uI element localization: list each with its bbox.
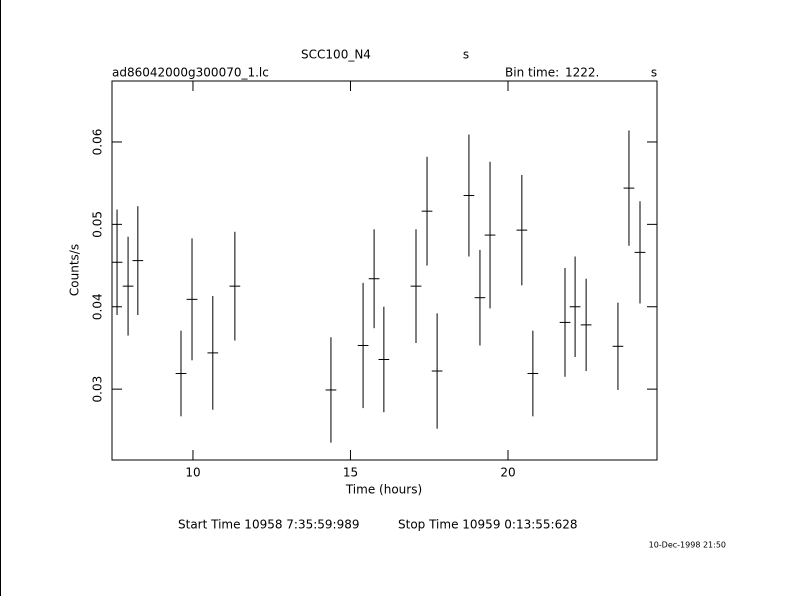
y-tick-label: 0.03 (91, 376, 105, 403)
x-tick-label: 15 (343, 466, 358, 480)
chart-title: SCC100_N4 (301, 48, 371, 62)
y-axis-label: Counts/s (68, 244, 82, 296)
file-name: ad86042000g300070_1.lc (112, 66, 269, 80)
plot-frame (111, 80, 658, 461)
x-tick-label: 20 (500, 466, 515, 480)
title-unit: s (463, 48, 469, 62)
start-time: Start Time 10958 7:35:59:989 (178, 518, 360, 532)
x-tick-label: 10 (185, 466, 200, 480)
y-tick-label: 0.05 (91, 211, 105, 238)
y-tick-label: 0.04 (91, 293, 105, 320)
bin-time-label: Bin time: (505, 66, 559, 80)
y-tick-label: 0.06 (91, 129, 105, 156)
stop-time: Stop Time 10959 0:13:55:628 (398, 518, 577, 532)
x-axis-label: Time (hours) (345, 483, 422, 497)
timestamp: 10-Dec-1998 21:50 (649, 541, 726, 550)
bin-time-unit: s (651, 66, 657, 80)
bin-time: 1222. (565, 66, 599, 80)
